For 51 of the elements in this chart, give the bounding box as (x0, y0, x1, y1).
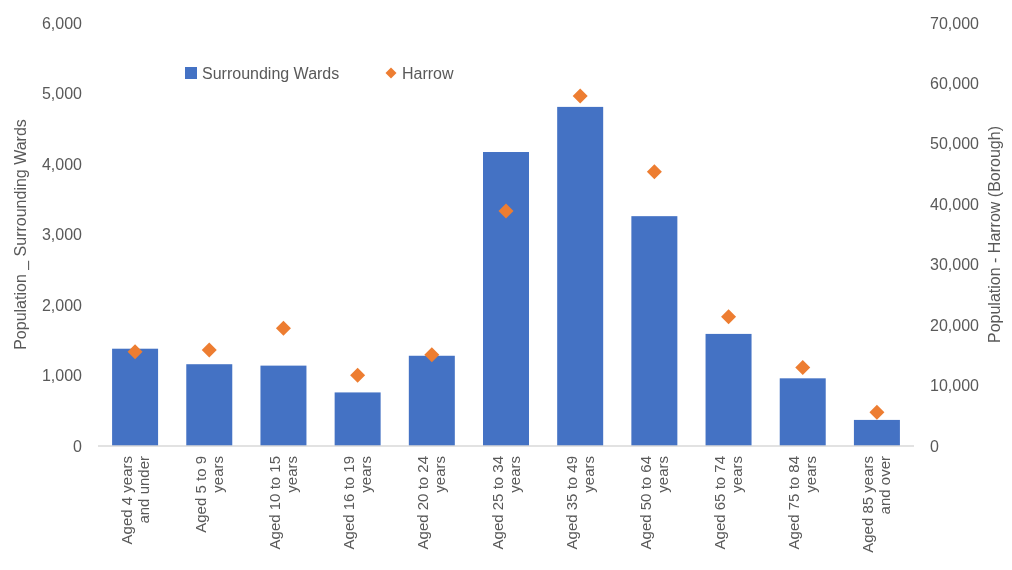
bar (853, 419, 900, 446)
point (350, 367, 366, 383)
bar (557, 106, 604, 446)
legend-label: Harrow (402, 64, 455, 82)
point (127, 344, 143, 360)
y-tick-label: 5,000 (41, 85, 83, 103)
bar (631, 216, 678, 446)
point (869, 404, 885, 420)
x-tick-label: Aged 35 to 49 years (562, 456, 597, 550)
x-tick-label: Aged 5 to 9 years (191, 456, 226, 533)
x-tick-label: Aged 50 to 64 years (636, 456, 671, 550)
y2-tick-label: 50,000 (930, 135, 980, 153)
y2-tick-label: 60,000 (930, 75, 980, 93)
y-tick-label: 1,000 (41, 367, 83, 385)
point (275, 320, 291, 336)
x-tick-label: Aged 65 to 74 years (711, 456, 746, 550)
point (498, 203, 514, 219)
x-tick-label: Aged 16 to 19 years (340, 456, 375, 550)
bar (408, 355, 455, 446)
bar (260, 365, 307, 446)
x-tick-label: Aged 20 to 24 years (414, 456, 449, 550)
y2-tick-label: 10,000 (930, 377, 980, 395)
bar (705, 333, 752, 446)
y-tick-label: 3,000 (41, 226, 83, 244)
y2-tick-label: 70,000 (930, 14, 980, 32)
bar (779, 378, 826, 446)
bar (112, 348, 159, 446)
y-tick-label: 2,000 (41, 296, 83, 314)
y2-tick-label: 30,000 (930, 256, 980, 274)
x-tick-label: Aged 75 to 84 years (785, 456, 820, 550)
y-axis-title: Population _ Surrounding Wards (12, 119, 30, 350)
x-tick-label: Aged 10 to 15 years (265, 456, 300, 550)
point (795, 359, 811, 375)
legend-label: Surrounding Wards (202, 64, 340, 82)
bar (186, 364, 233, 446)
y2-axis-title: Population - Harrow (Borough) (986, 126, 1003, 343)
x-tick-label: Aged 4 years and under (117, 456, 152, 545)
y2-tick-label: 0 (930, 437, 939, 455)
y-tick-label: 4,000 (41, 155, 83, 173)
point (572, 88, 588, 104)
point (646, 164, 662, 180)
x-tick-label: Aged 25 to 34 years (488, 456, 523, 550)
point (201, 342, 217, 358)
y2-tick-label: 40,000 (930, 195, 980, 213)
point (721, 309, 737, 325)
y-tick-label: 0 (73, 437, 83, 455)
y2-tick-label: 20,000 (930, 316, 980, 334)
y-tick-label: 6,000 (41, 14, 83, 32)
bar (334, 392, 381, 446)
bar (483, 152, 529, 446)
point (424, 347, 440, 363)
